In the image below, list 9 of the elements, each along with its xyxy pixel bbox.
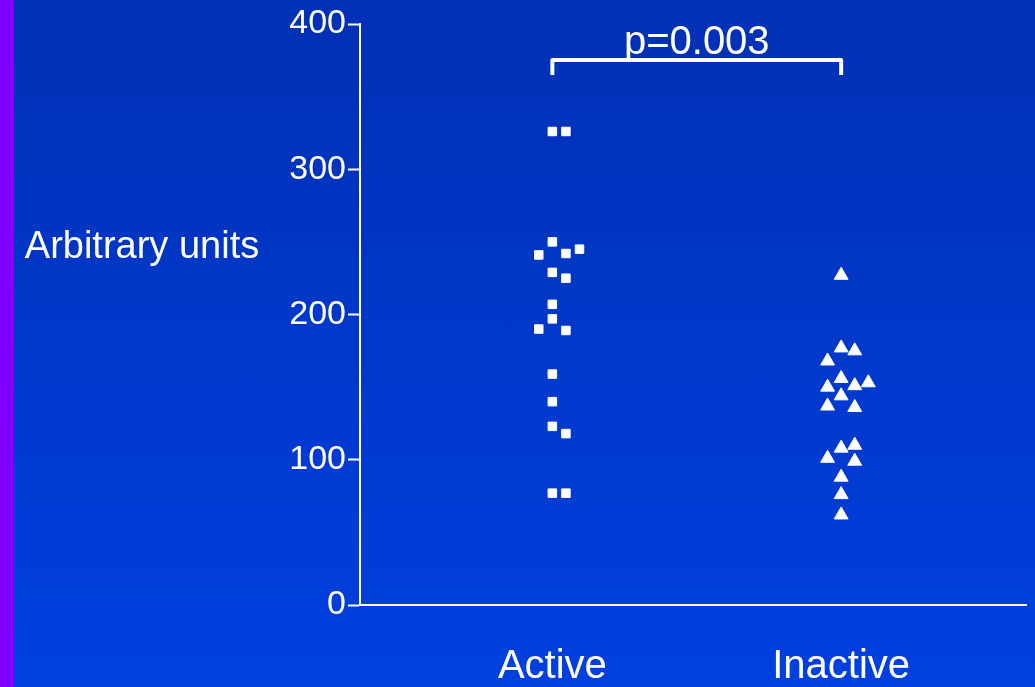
x-tick-label: Inactive bbox=[772, 642, 911, 687]
y-tick-label: 400 bbox=[289, 2, 346, 41]
annotation: p=0.003 bbox=[623, 18, 770, 62]
y-tick-label: 200 bbox=[289, 292, 346, 331]
y-axis-title: Arbitrary units bbox=[24, 224, 260, 267]
y-tick-label: 300 bbox=[289, 147, 346, 186]
y-tick-label: 100 bbox=[289, 438, 346, 477]
x-tick-label: Active bbox=[497, 642, 607, 687]
y-tick-label: 0 bbox=[327, 583, 346, 622]
